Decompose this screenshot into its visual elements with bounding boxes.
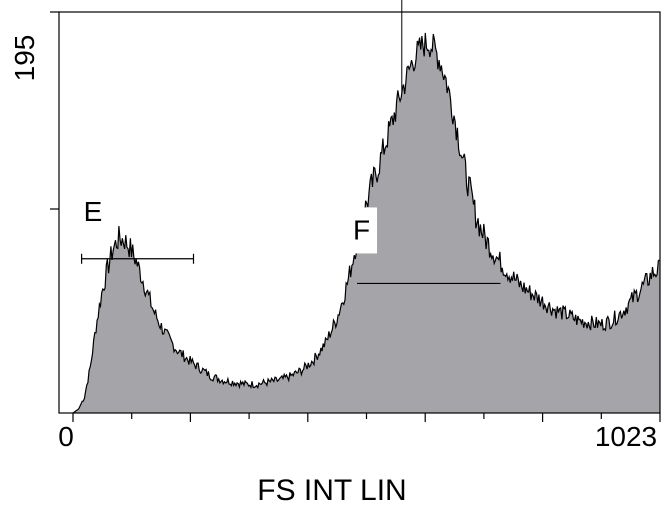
gate-f: F	[352, 207, 501, 285]
gate-f-label-background	[352, 207, 378, 254]
gate-e: E	[81, 196, 195, 264]
x-tick-label-max: 1023	[595, 421, 657, 452]
histogram-outline	[72, 32, 660, 414]
y-tick-label-max: 195	[9, 35, 40, 82]
gate-f-label: F	[353, 214, 370, 245]
plot-frame	[58, 11, 661, 414]
x-axis-title: FS INT LIN	[257, 474, 406, 507]
x-tick-label-min: 0	[58, 421, 74, 452]
gate-e-label: E	[84, 196, 103, 227]
x-axis-ticks	[72, 413, 661, 422]
